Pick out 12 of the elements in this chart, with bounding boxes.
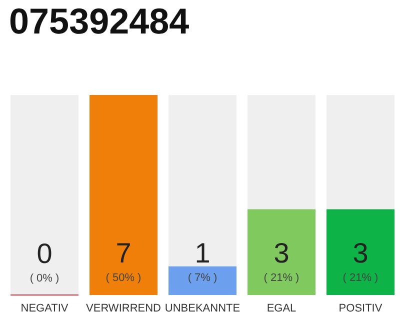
x-tick-label: NEGATIV <box>20 302 69 314</box>
x-tick-label: VERWIRREND <box>86 302 162 314</box>
data-label: 3 ( 21% ) <box>264 238 300 284</box>
data-label: 3 ( 21% ) <box>342 238 378 284</box>
x-tick-label: EGAL <box>266 302 296 314</box>
x-tick-label: POSITIV <box>338 302 383 314</box>
chart-title: 075392484 <box>9 0 190 42</box>
x-tick-label: UNBEKANNTE <box>164 302 240 314</box>
data-label: 0 ( 0% ) <box>30 238 60 284</box>
bar <box>168 266 236 295</box>
data-label: 1 ( 7% ) <box>188 238 218 284</box>
data-label: 7 ( 50% ) <box>106 238 142 284</box>
